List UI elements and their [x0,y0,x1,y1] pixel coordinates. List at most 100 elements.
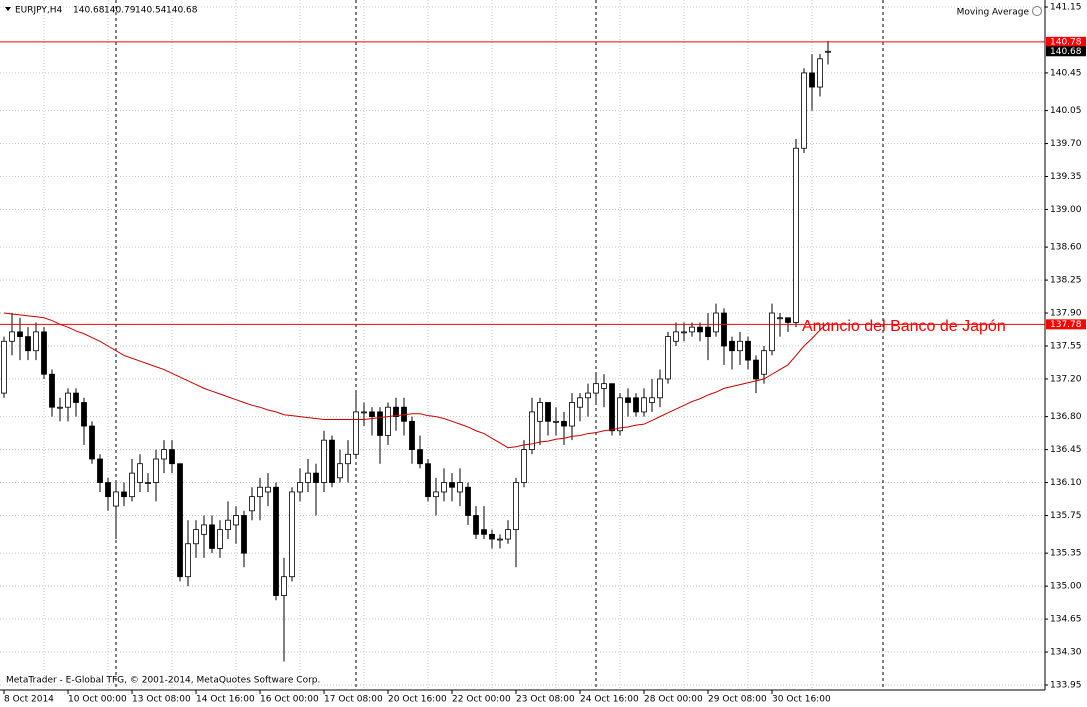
header-high: 140.79 [104,6,136,16]
candle-body [265,486,271,493]
y-tick-label: 137.20 [1050,374,1082,384]
candle-body [729,340,735,352]
candle-body [617,397,623,432]
candle-body [353,411,359,455]
symbol: EURJPY,H4 [15,6,63,16]
candle-body [665,336,671,380]
menu-arrow[interactable] [5,7,11,11]
candle-body [337,463,343,479]
candle-body [777,317,783,320]
candle-body [737,340,743,352]
candle-body [273,486,279,596]
y-tick-label: 136.45 [1050,445,1082,455]
price-label-box [1046,36,1086,47]
candle-body [17,331,23,337]
candle-body [201,524,207,535]
candle-body [225,519,231,531]
y-tick-label: 136.80 [1050,412,1082,422]
x-tick-label: 22 Oct 00:00 [452,695,511,705]
candle-body [593,383,599,394]
candle-body [513,482,519,531]
candle-body [753,359,759,380]
candle-body [721,312,727,347]
indicator-label: Moving Average [957,8,1030,18]
candle-body [761,350,767,375]
candle-body [305,472,311,483]
candle-body [321,439,327,483]
candle-body [585,392,591,399]
candle-body [473,515,479,535]
candle-body [409,420,415,450]
x-tick-label: 14 Oct 16:00 [196,695,255,705]
x-tick-label: 23 Oct 08:00 [516,695,575,705]
candle-body [545,402,551,422]
candle-body [441,482,447,493]
price-label-box [1046,319,1086,330]
candle-body [81,402,87,427]
candle-body [393,406,399,418]
y-tick-label: 135.00 [1050,582,1082,592]
candle-body [177,463,183,578]
candle-body [793,147,799,323]
candle-body [673,331,679,342]
candle-body [105,482,111,498]
candle-body [745,340,751,361]
candle-body [25,336,31,352]
footer: MetaTrader - E-Global TFG, © 2001-2014, … [6,676,320,686]
candle-body [521,449,527,483]
candle-body [689,326,695,333]
candle-body [713,312,719,333]
candle-body [657,378,663,399]
candle-body [329,439,335,483]
candle-body [97,458,103,483]
candle-body [769,312,775,352]
plot [0,40,1045,662]
candle-body [489,533,495,540]
y-tick-label: 134.30 [1050,648,1082,658]
x-tick-label: 29 Oct 08:00 [708,695,767,705]
y-tick-label: 136.10 [1050,478,1082,488]
candle-body [625,397,631,403]
y-tick-label: 139.70 [1050,139,1082,149]
candle-body [209,524,215,549]
bid-label-box [1046,46,1086,57]
candle-body [481,529,487,535]
header-open: 140.68 [73,6,105,16]
candle-body [33,331,39,352]
y-tick-label: 141.15 [1050,3,1082,13]
candle-body [289,491,295,578]
candle-body [137,463,143,483]
candle-body [169,449,175,465]
candle-body [193,529,199,545]
y-tick-label: 134.65 [1050,615,1082,625]
candle-body [233,515,239,526]
candle-body [345,453,351,465]
candle-body [609,383,615,432]
y-tick-label: 133.95 [1050,681,1082,691]
y-tick-label: 135.75 [1050,511,1082,521]
candle-body [785,317,791,323]
candle-body [129,472,135,498]
indicator-close[interactable] [1032,6,1042,16]
candle-body [41,331,47,375]
candle-body [65,392,71,408]
candle-body [433,491,439,498]
x-tick-label: 28 Oct 00:00 [644,695,703,705]
x-tick-label: 20 Oct 16:00 [388,695,447,705]
price-label: 137.78 [1050,320,1082,330]
candle-body [801,72,807,149]
candle-body [217,529,223,549]
candle-body [417,449,423,465]
candle-body [465,486,471,516]
candle-body [449,482,455,488]
y-tick-label: 135.35 [1050,549,1082,559]
candle-body [257,486,263,498]
annotation: Anuncio del Banco de Japón [802,318,1006,335]
candle-body [385,406,391,436]
x-tick-label: 17 Oct 08:00 [324,695,383,705]
moving-average [3,312,829,449]
candle-body [705,326,711,337]
y-tick-label: 140.05 [1050,106,1082,116]
